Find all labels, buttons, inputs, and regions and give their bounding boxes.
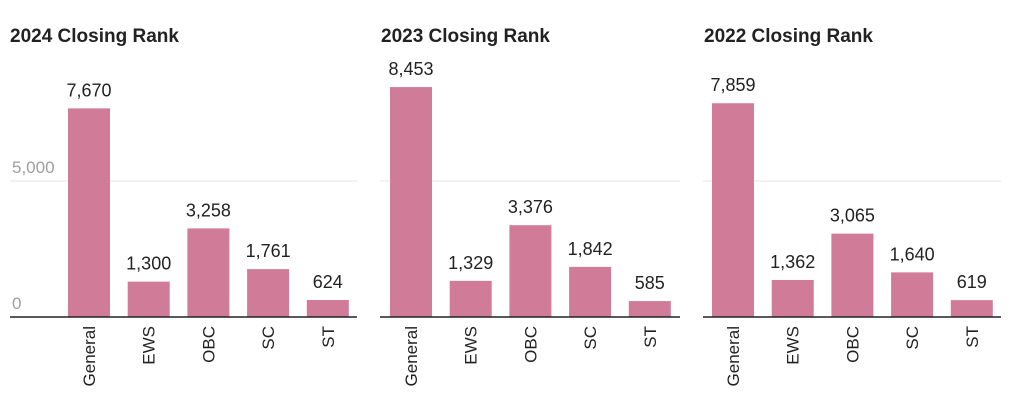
bar-sc (569, 266, 612, 317)
bar-sc (891, 272, 934, 317)
category-label: ST (319, 326, 338, 348)
bar-general (390, 87, 432, 317)
category-label: SC (903, 326, 922, 350)
category-label: EWS (784, 326, 803, 365)
data-label: 1,300 (126, 254, 171, 274)
category-label: EWS (462, 326, 481, 365)
bar-ews (449, 280, 492, 317)
category-label: SC (581, 326, 600, 350)
category-label: ST (641, 326, 660, 348)
data-label: 1,761 (246, 241, 291, 261)
bar-obc (831, 233, 874, 317)
category-label: EWS (140, 326, 159, 365)
data-label: 1,640 (890, 244, 935, 264)
data-label: 624 (313, 272, 343, 292)
data-label: 1,842 (568, 239, 613, 259)
y-tick-label: 0 (12, 294, 21, 313)
y-tick-label: 5,000 (12, 158, 55, 177)
bar-st (628, 301, 671, 317)
bar-obc (187, 228, 230, 317)
category-label: SC (259, 326, 278, 350)
data-label: 7,859 (710, 75, 755, 95)
data-label: 1,362 (770, 252, 815, 272)
bar-general (712, 103, 754, 317)
data-label: 3,376 (508, 197, 553, 217)
bar-sc (247, 269, 290, 317)
bar-st (306, 300, 349, 317)
bar-general (68, 108, 110, 317)
data-label: 3,065 (830, 206, 875, 226)
data-label: 1,329 (448, 253, 493, 273)
bar-ews (127, 281, 170, 317)
category-label: ST (963, 326, 982, 348)
data-label: 7,670 (66, 80, 111, 100)
data-label: 8,453 (388, 59, 433, 79)
bar-obc (509, 225, 552, 317)
category-label: General (724, 326, 743, 386)
category-label: OBC (199, 326, 218, 363)
category-label: OBC (843, 326, 862, 363)
data-label: 619 (957, 272, 987, 292)
chart-title: 2024 Closing Rank (10, 26, 179, 47)
bar-ews (771, 279, 814, 317)
chart-title: 2023 Closing Rank (381, 26, 550, 47)
category-label: General (402, 326, 421, 386)
category-label: General (80, 326, 99, 386)
category-label: OBC (521, 326, 540, 363)
bar-st (950, 300, 993, 317)
data-label: 585 (635, 273, 665, 293)
chart-title: 2022 Closing Rank (704, 26, 873, 47)
data-label: 3,258 (186, 200, 231, 220)
